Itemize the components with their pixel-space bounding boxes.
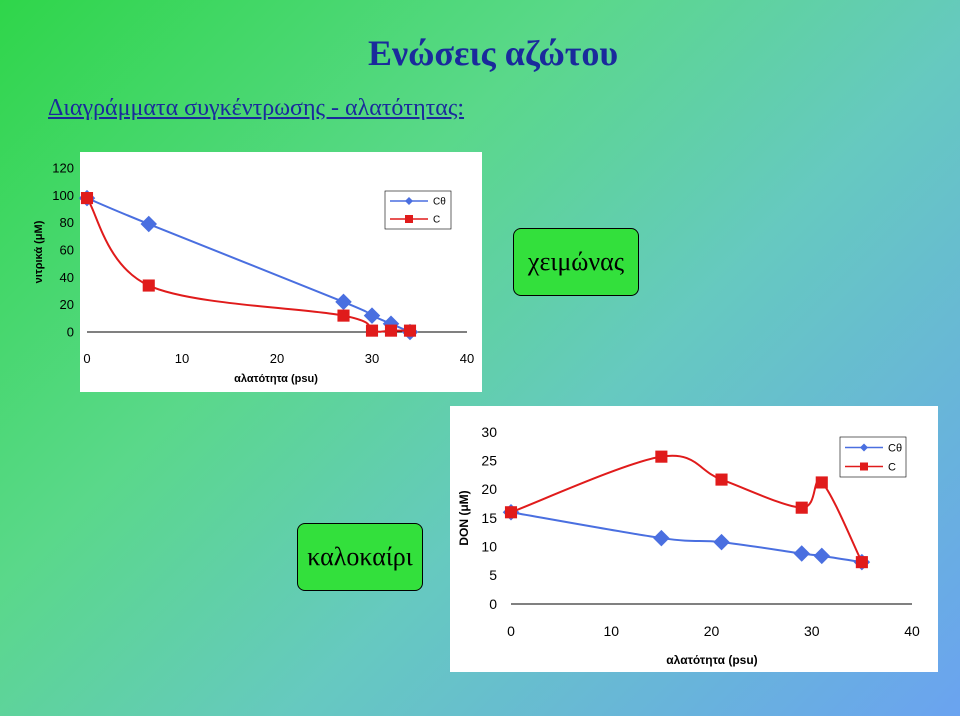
y-tick-label: 120 (52, 161, 74, 176)
summer-label-box: καλοκαίρι (297, 523, 423, 591)
don-chart-panel (450, 406, 938, 672)
slide-title: Ενώσεις αζώτου (368, 33, 619, 73)
nitrate-chart-panel (80, 152, 482, 392)
winter-label-box: χειμώνας (513, 228, 639, 296)
y-tick-label: 60 (60, 243, 74, 258)
summer-label: καλοκαίρι (307, 542, 413, 571)
y-tick-label: 40 (60, 270, 74, 285)
y-tick-label: 0 (67, 325, 74, 340)
y-tick-label: 20 (60, 297, 74, 312)
y-tick-label: 100 (52, 188, 74, 203)
slide-subtitle: Διαγράμματα συγκέντρωσης - αλατότητας: (48, 95, 465, 121)
y-tick-label: 80 (60, 215, 74, 230)
winter-label: χειμώνας (527, 247, 625, 276)
y-axis-title: νιτρικά (μM) (33, 220, 45, 283)
